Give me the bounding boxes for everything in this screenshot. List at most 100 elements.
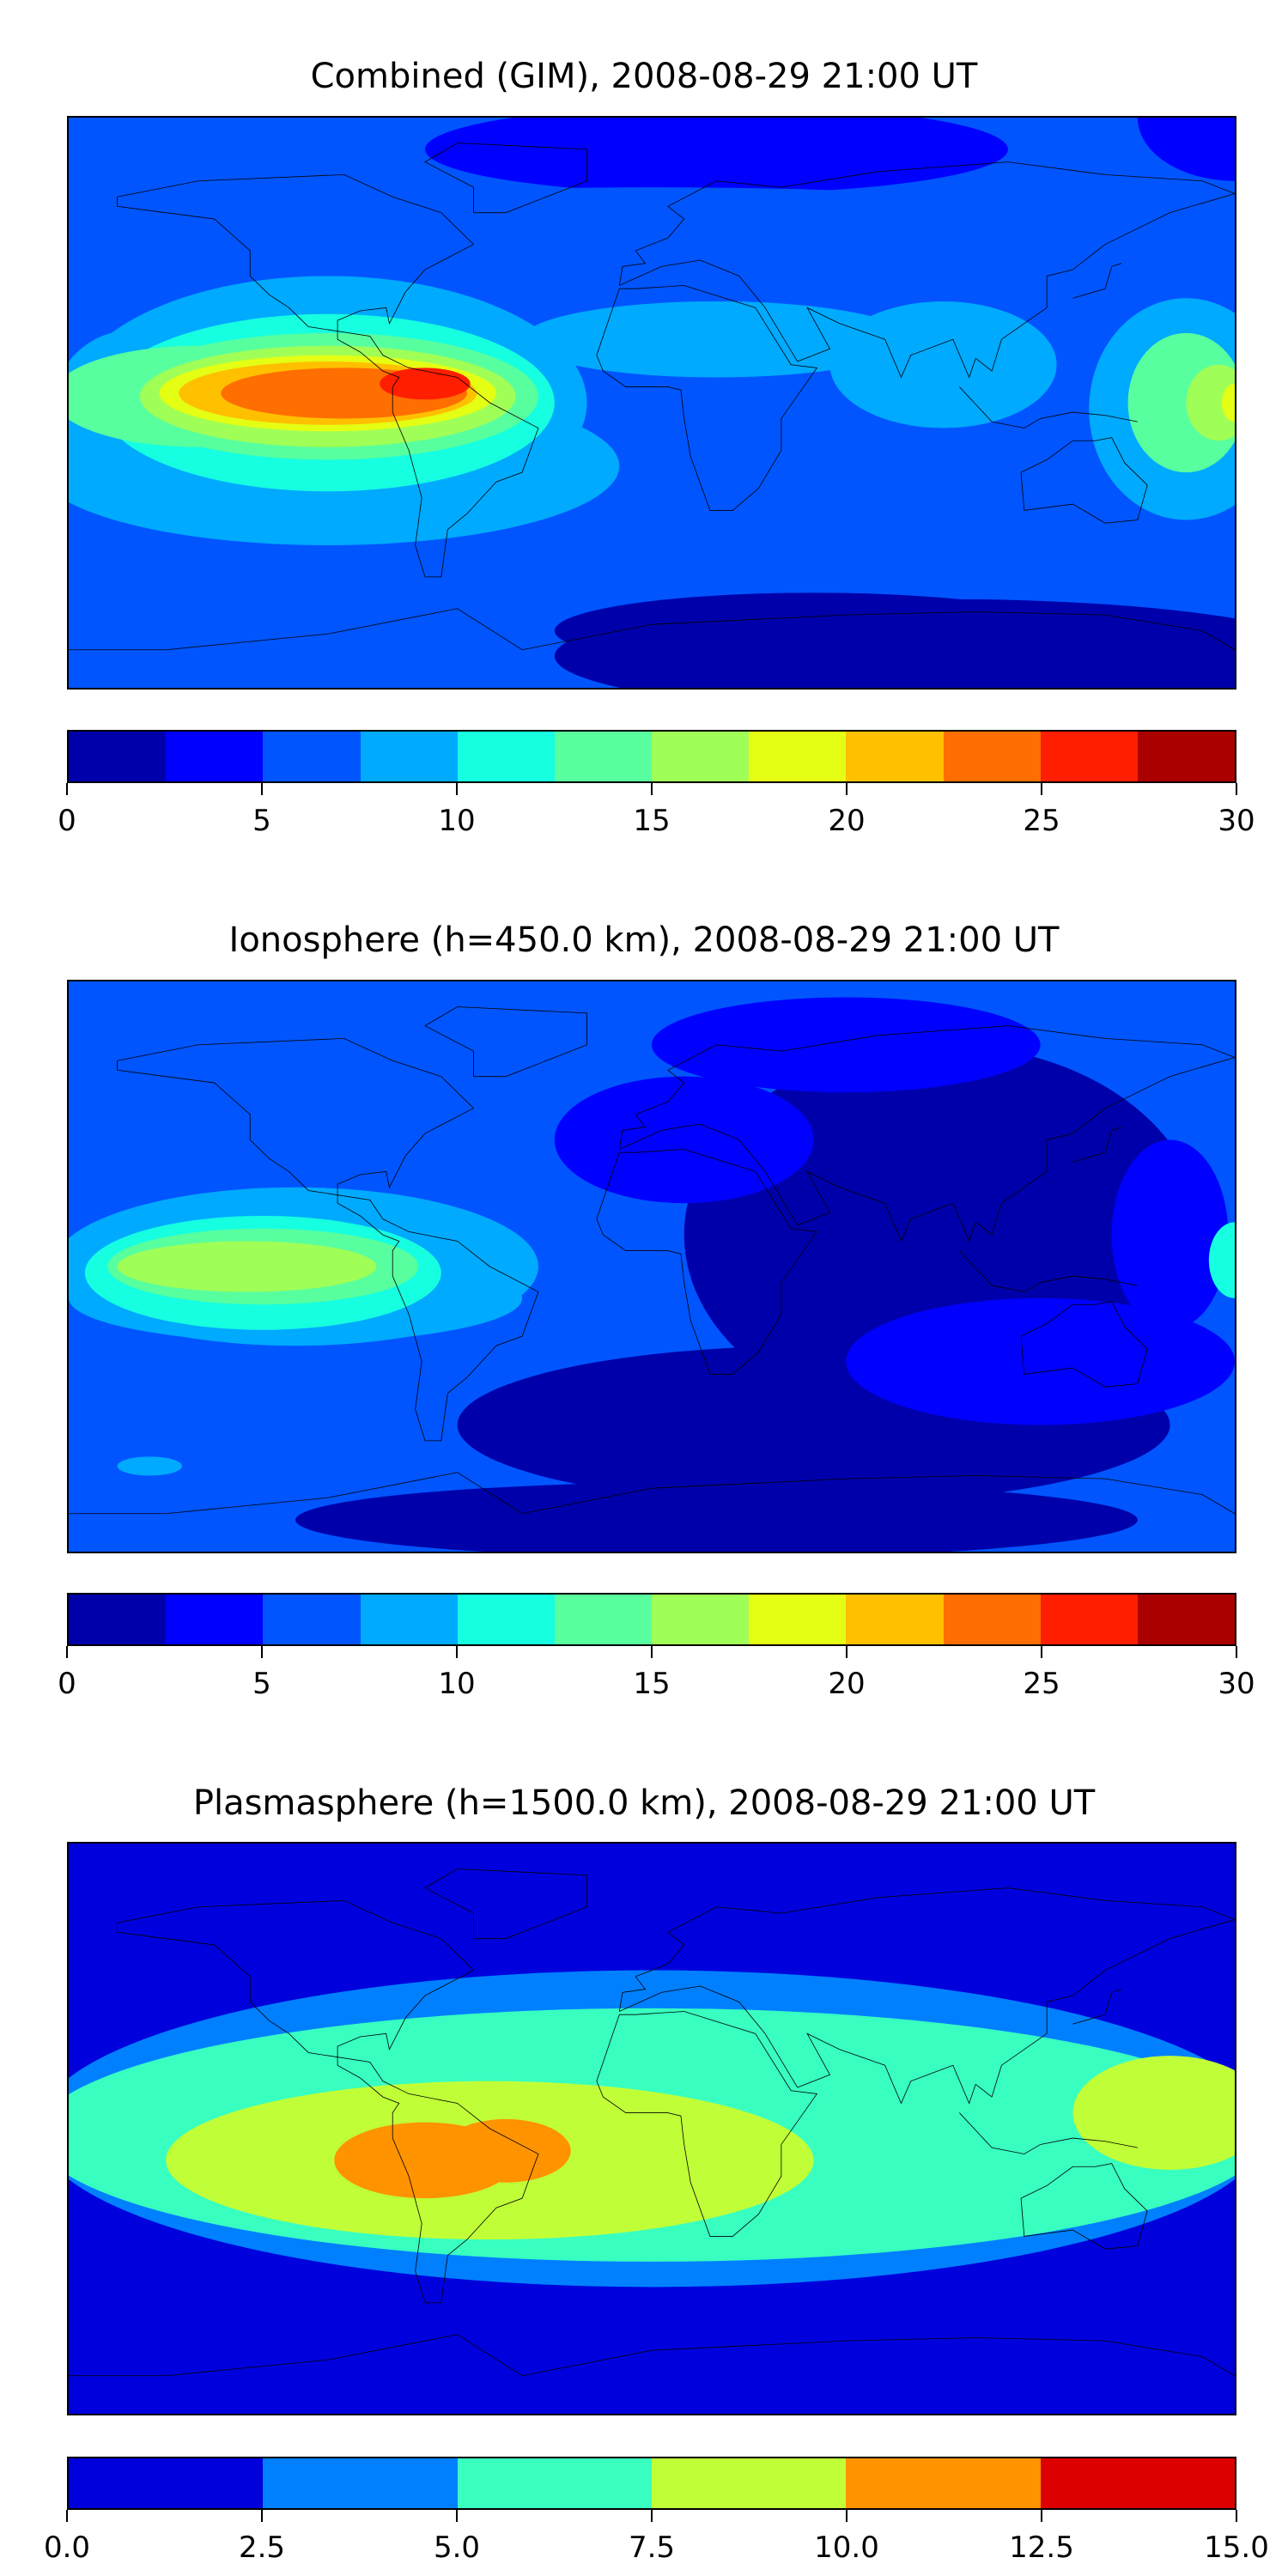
colorbar-segment <box>846 2458 1041 2508</box>
colorbar-tick-label: 20 <box>828 804 866 838</box>
contour-region <box>1072 2056 1235 2170</box>
contour-region <box>117 1456 183 1476</box>
colorbar-tick-label: 10.0 <box>814 2530 879 2565</box>
colorbar-tick <box>66 783 68 795</box>
colorbar-tick <box>456 2510 458 2522</box>
colorbar-segment <box>69 2458 264 2508</box>
contour-region <box>117 1241 377 1292</box>
contour-region <box>440 2118 571 2183</box>
colorbar-tick-label: 12.5 <box>1009 2530 1074 2565</box>
colorbar-tick <box>846 2510 848 2522</box>
coastline <box>1021 438 1147 524</box>
coastline <box>118 1900 538 2302</box>
map-plasmasphere <box>67 1842 1236 2415</box>
colorbar-tick-label: 5 <box>252 1667 271 1701</box>
contour-region <box>1186 364 1235 441</box>
colorbar-tick-label: 30 <box>1218 804 1255 838</box>
colorbar-tick-label: 10 <box>438 804 476 838</box>
chart-title: Combined (GIM), 2008-08-29 21:00 UT <box>310 57 978 96</box>
colorbar-segment <box>749 732 847 781</box>
coastline <box>959 1251 1137 1292</box>
colorbar <box>67 730 1236 783</box>
colorbar-tick <box>1236 2510 1237 2522</box>
colorbar-segment <box>943 1595 1041 1644</box>
colorbar-segment <box>166 1595 264 1644</box>
colorbar-tick-label: 30 <box>1218 1667 1255 1701</box>
colorbar-segment <box>652 732 750 781</box>
contour-region <box>522 301 911 378</box>
chart-title: Ionosphere (h=450.0 km), 2008-08-29 21:0… <box>228 920 1060 960</box>
contour-map <box>69 118 1235 688</box>
colorbar-segment <box>457 2458 652 2508</box>
contour-region <box>554 592 1073 669</box>
contour-region <box>1111 1139 1229 1330</box>
colorbar-segment <box>263 1595 361 1644</box>
colorbar-tick <box>1236 1646 1237 1658</box>
contour-region <box>425 118 1008 194</box>
colorbar-segment <box>651 2458 847 2508</box>
colorbar-tick <box>1041 2510 1042 2522</box>
colorbar-segment <box>1137 732 1236 781</box>
colorbar-tick-label: 0.0 <box>43 2530 91 2565</box>
colorbar-tick <box>1041 1646 1042 1658</box>
coastline <box>619 1888 1235 2104</box>
colorbar-tick <box>651 1646 653 1658</box>
map-combined <box>67 116 1236 690</box>
coastline <box>959 2113 1137 2154</box>
colorbar-segment <box>554 1595 653 1644</box>
colorbar-segment <box>846 732 944 781</box>
colorbar-tick-label: 0 <box>58 1667 76 1701</box>
colorbar-segment <box>1040 732 1138 781</box>
colorbar-tick-label: 10 <box>438 1667 476 1701</box>
coastline <box>1021 1302 1147 1388</box>
colorbar-tick-label: 25 <box>1023 804 1060 838</box>
colorbar-segment <box>846 1595 944 1644</box>
coastline <box>425 1007 587 1077</box>
coastline <box>597 286 817 511</box>
colorbar-segment <box>652 1595 750 1644</box>
colorbar-tick <box>846 783 848 795</box>
colorbar-tick <box>261 783 263 795</box>
colorbar-segment <box>166 732 264 781</box>
colorbar-tick-label: 0 <box>58 804 76 838</box>
colorbar-segment <box>1040 1595 1138 1644</box>
colorbar-tick-label: 20 <box>828 1667 866 1701</box>
coastline <box>69 2335 1235 2376</box>
contour-region <box>652 997 1041 1093</box>
colorbar-tick <box>846 1646 848 1658</box>
colorbar-segment <box>360 1595 458 1644</box>
colorbar-tick <box>456 1646 458 1658</box>
colorbar-tick <box>651 783 653 795</box>
colorbar-segment <box>1137 1595 1236 1644</box>
contour-map <box>69 1844 1235 2414</box>
colorbar-tick-label: 15 <box>633 1667 671 1701</box>
colorbar-tick <box>1236 783 1237 795</box>
coastline <box>118 1038 538 1440</box>
map-ionosphere <box>67 980 1236 1553</box>
coastline <box>69 1473 1235 1514</box>
colorbar-segment <box>554 732 653 781</box>
colorbar-tick-label: 7.5 <box>628 2530 676 2565</box>
colorbar-tick-label: 15.0 <box>1204 2530 1269 2565</box>
colorbar-tick <box>261 2510 263 2522</box>
colorbar <box>67 1593 1236 1646</box>
coastline <box>597 2012 817 2237</box>
colorbar-tick <box>1041 783 1042 795</box>
colorbar-segment <box>457 1595 555 1644</box>
colorbar-tick-label: 2.5 <box>238 2530 286 2565</box>
contour-region <box>846 1297 1235 1425</box>
coastline <box>1021 2164 1147 2250</box>
colorbar-segment <box>69 1595 167 1644</box>
contour-region <box>295 1481 1138 1552</box>
colorbar-segment <box>263 732 361 781</box>
colorbar-tick <box>66 1646 68 1658</box>
coastline <box>619 162 1235 378</box>
coastline <box>597 1150 817 1375</box>
coastline <box>425 1869 587 1939</box>
colorbar-tick <box>456 783 458 795</box>
colorbar-segment <box>360 732 458 781</box>
contour-region <box>554 1076 814 1204</box>
coastline <box>959 387 1137 428</box>
contour-map <box>69 981 1235 1552</box>
colorbar-tick <box>651 2510 653 2522</box>
